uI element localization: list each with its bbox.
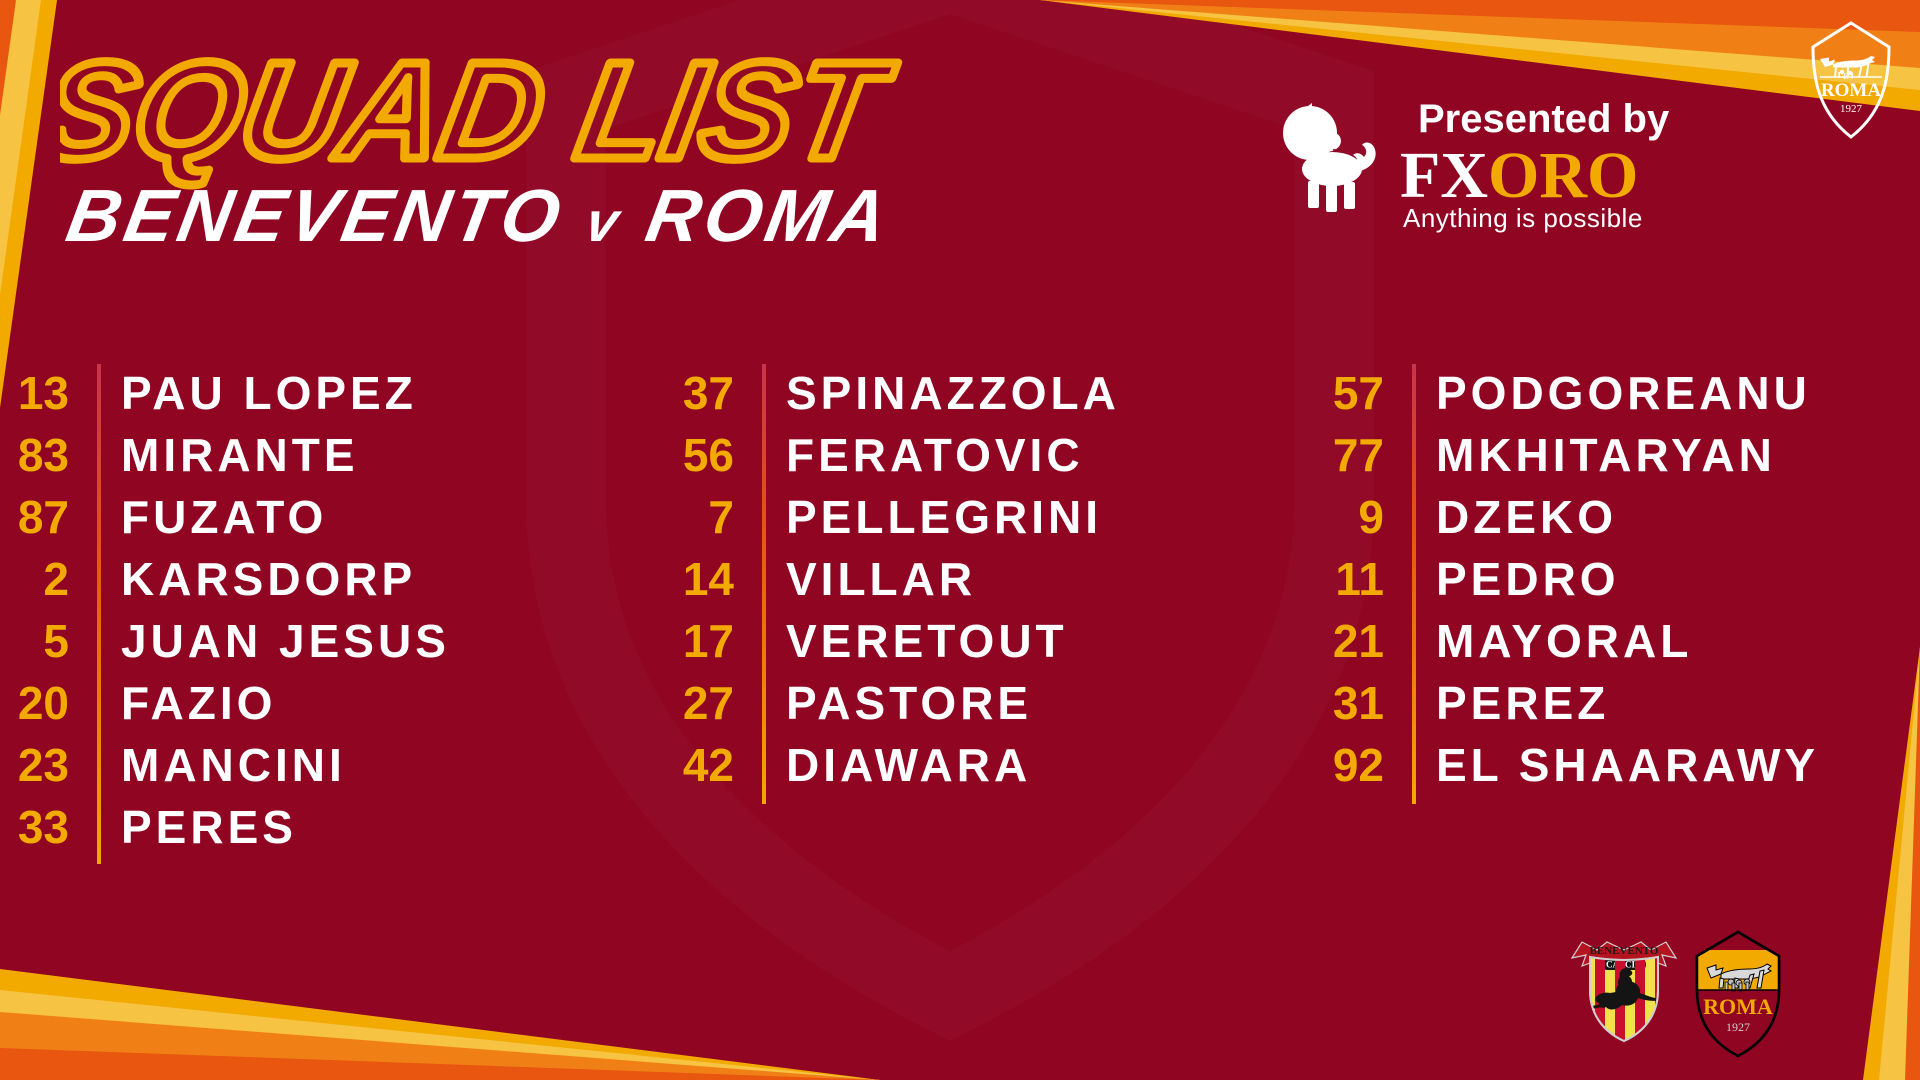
svg-text:ROMA: ROMA bbox=[1703, 994, 1773, 1019]
svg-text:1927: 1927 bbox=[1840, 103, 1863, 115]
svg-text:ROMA: ROMA bbox=[1821, 80, 1881, 101]
svg-text:1927: 1927 bbox=[1726, 1020, 1750, 1034]
svg-text:BENEVENTO: BENEVENTO bbox=[1590, 945, 1659, 957]
svg-text:SQUAD LIST: SQUAD LIST bbox=[60, 34, 903, 188]
